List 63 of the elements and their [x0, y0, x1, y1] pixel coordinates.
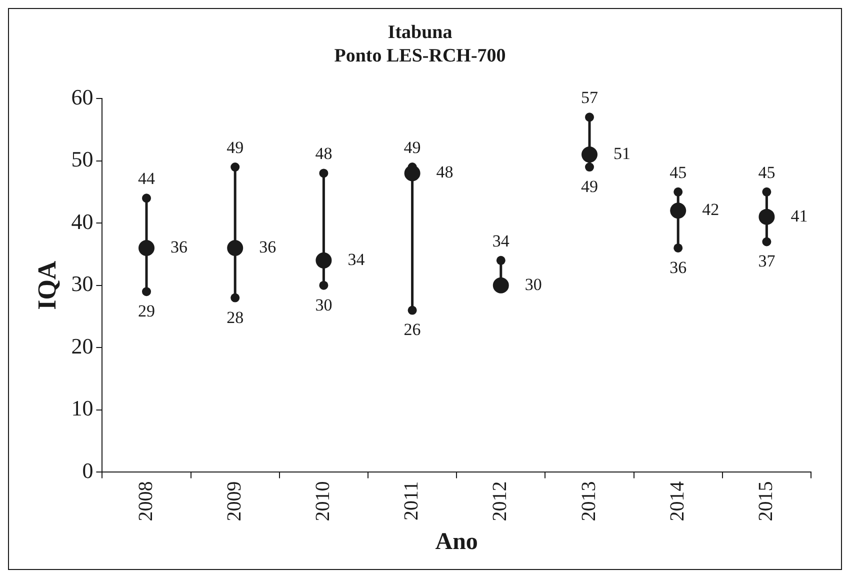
point: [142, 194, 151, 203]
data-label: 34: [348, 250, 366, 269]
chart-title: Itabuna: [388, 22, 453, 43]
data-label: 45: [758, 162, 776, 182]
data-label: 34: [492, 231, 510, 250]
data-label: 48: [436, 162, 454, 182]
point: [674, 243, 683, 252]
y-tick-label: 30: [71, 271, 94, 296]
data-label: 29: [138, 302, 155, 321]
data-label: 42: [702, 200, 720, 220]
point: [582, 146, 598, 163]
x-axis-title: Ano: [435, 528, 478, 555]
x-tick-label: 2014: [666, 481, 688, 522]
y-axis-title: IQA: [32, 260, 62, 310]
point: [496, 256, 506, 265]
point: [674, 187, 683, 196]
y-tick-label: 0: [82, 458, 94, 483]
x-tick-label: 2015: [754, 481, 777, 522]
point: [762, 187, 772, 196]
point: [227, 240, 244, 256]
point: [319, 280, 328, 290]
point: [230, 293, 240, 302]
point: [230, 162, 240, 172]
data-label: 44: [138, 169, 156, 188]
data-label: 57: [581, 88, 598, 108]
data-label: 36: [259, 237, 276, 256]
data-label: 48: [315, 144, 332, 164]
point: [762, 237, 772, 246]
data-label: 30: [524, 274, 542, 294]
y-tick-label: 20: [71, 333, 94, 358]
point: [670, 202, 686, 219]
data-label: 51: [614, 144, 630, 164]
data-label: 49: [581, 176, 598, 196]
data-label: 37: [758, 252, 776, 271]
point: [142, 287, 151, 296]
data-label: 36: [670, 258, 687, 277]
point: [408, 306, 417, 315]
point: [316, 252, 332, 268]
data-label: 45: [670, 162, 687, 182]
x-tick-label: 2013: [578, 481, 600, 522]
data-label: 26: [404, 320, 421, 340]
point: [492, 277, 509, 294]
y-tick-label: 10: [71, 396, 94, 421]
data-label: 49: [404, 138, 421, 157]
data-label: 28: [226, 308, 244, 327]
x-tick-label: 2012: [489, 481, 512, 522]
y-tick-label: 50: [71, 146, 94, 172]
data-label: 30: [315, 295, 332, 314]
data-label: 49: [226, 138, 244, 157]
x-tick-label: 2009: [223, 481, 246, 522]
data-label: 36: [170, 237, 188, 256]
x-tick-label: 2011: [400, 481, 423, 520]
point: [319, 168, 328, 178]
point: [585, 112, 594, 122]
point: [758, 208, 775, 225]
point: [138, 240, 154, 256]
x-tick-label: 2010: [312, 481, 334, 522]
y-tick-label: 40: [71, 208, 94, 234]
chart-subtitle: Ponto LES-RCH-700: [334, 46, 506, 67]
y-tick-label: 60: [71, 84, 94, 110]
point: [585, 162, 594, 172]
data-label: 41: [790, 206, 808, 226]
x-tick-label: 2008: [134, 481, 157, 522]
